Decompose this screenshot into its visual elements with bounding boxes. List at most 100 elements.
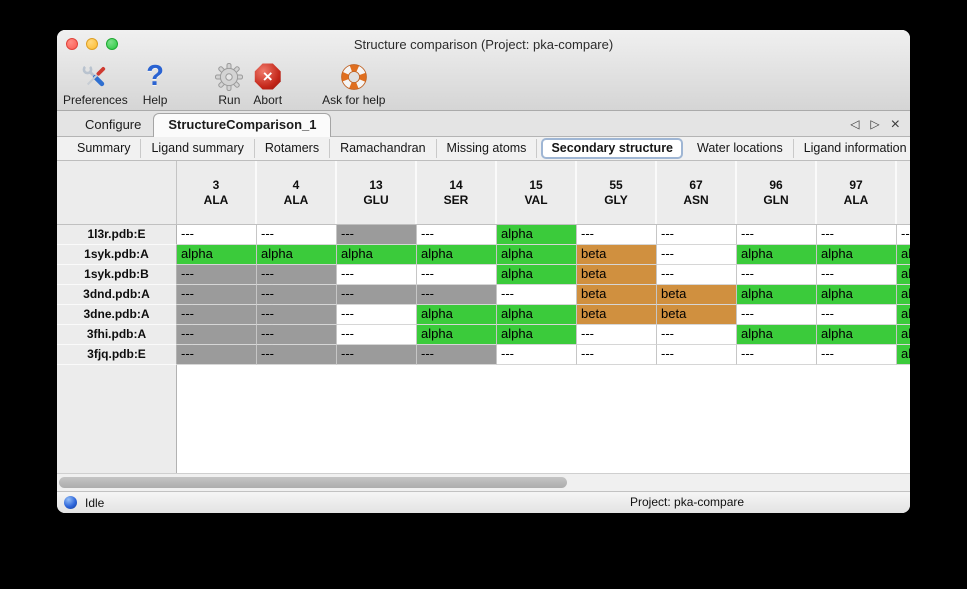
- structure-cell[interactable]: alpha: [497, 305, 577, 325]
- main-tab-structurecomparison-1[interactable]: StructureComparison_1: [153, 113, 332, 137]
- structure-cell[interactable]: alpha: [257, 245, 337, 265]
- structure-cell[interactable]: ---: [817, 345, 897, 365]
- structure-cell[interactable]: alpha: [497, 325, 577, 345]
- row-header[interactable]: 1syk.pdb:A: [57, 245, 177, 265]
- structure-cell[interactable]: ---: [577, 325, 657, 345]
- sub-tab-rotamers[interactable]: Rotamers: [255, 139, 331, 158]
- row-header[interactable]: 1syk.pdb:B: [57, 265, 177, 285]
- structure-cell[interactable]: ---: [337, 345, 417, 365]
- structure-cell[interactable]: ---: [657, 345, 737, 365]
- structure-cell[interactable]: alpha: [897, 245, 910, 265]
- structure-cell[interactable]: alpha: [817, 325, 897, 345]
- column-header[interactable]: 97 ALA: [817, 161, 897, 224]
- main-tab-configure[interactable]: Configure: [85, 117, 142, 132]
- structure-cell[interactable]: ---: [657, 265, 737, 285]
- toolbar-button-help[interactable]: ? Help: [143, 58, 168, 108]
- row-header[interactable]: 3fhi.pdb:A: [57, 325, 177, 345]
- structure-cell[interactable]: alpha: [177, 245, 257, 265]
- structure-cell[interactable]: ---: [337, 305, 417, 325]
- column-header[interactable]: 4 ALA: [257, 161, 337, 224]
- structure-cell[interactable]: ---: [657, 325, 737, 345]
- structure-cell[interactable]: ---: [257, 225, 337, 245]
- column-header[interactable]: 14 SER: [417, 161, 497, 224]
- structure-cell[interactable]: alpha: [817, 245, 897, 265]
- row-header[interactable]: 3fjq.pdb:E: [57, 345, 177, 365]
- structure-cell[interactable]: ---: [737, 265, 817, 285]
- structure-cell[interactable]: alpha: [417, 325, 497, 345]
- toolbar-button-preferences[interactable]: Preferences: [63, 58, 128, 107]
- tab-scroll-right-icon[interactable]: ▷: [870, 117, 880, 131]
- sub-tab-water-locations[interactable]: Water locations: [687, 139, 794, 158]
- column-header[interactable]: 15 VAL: [497, 161, 577, 224]
- sub-tab-ligand-information[interactable]: Ligand information: [794, 139, 910, 158]
- structure-cell[interactable]: alpha: [497, 265, 577, 285]
- scrollbar-thumb[interactable]: [59, 477, 567, 488]
- structure-cell[interactable]: ---: [177, 225, 257, 245]
- structure-cell[interactable]: alpha: [737, 325, 817, 345]
- structure-cell[interactable]: ---: [257, 345, 337, 365]
- structure-cell[interactable]: beta: [657, 285, 737, 305]
- toolbar-button-abort[interactable]: × Abort: [253, 58, 282, 107]
- sub-tab-secondary-structure[interactable]: Secondary structure: [541, 138, 684, 159]
- structure-cell[interactable]: ---: [897, 225, 910, 245]
- sub-tab-summary[interactable]: Summary: [67, 139, 142, 158]
- structure-cell[interactable]: beta: [577, 245, 657, 265]
- structure-cell[interactable]: ---: [577, 345, 657, 365]
- column-header[interactable]: 67 ASN: [657, 161, 737, 224]
- minimize-window-icon[interactable]: [86, 38, 98, 50]
- close-window-icon[interactable]: [66, 38, 78, 50]
- structure-cell[interactable]: ---: [417, 265, 497, 285]
- structure-cell[interactable]: ---: [177, 305, 257, 325]
- structure-cell[interactable]: alpha: [497, 245, 577, 265]
- column-header[interactable]: 3 ALA: [177, 161, 257, 224]
- structure-cell[interactable]: ---: [817, 225, 897, 245]
- horizontal-scrollbar[interactable]: [57, 473, 910, 491]
- structure-cell[interactable]: ---: [657, 245, 737, 265]
- structure-cell[interactable]: ---: [257, 325, 337, 345]
- structure-cell[interactable]: ---: [177, 345, 257, 365]
- structure-cell[interactable]: ---: [337, 225, 417, 245]
- tab-close-icon[interactable]: ×: [890, 115, 900, 133]
- structure-cell[interactable]: ---: [417, 285, 497, 305]
- structure-cell[interactable]: ---: [177, 325, 257, 345]
- row-header[interactable]: 3dnd.pdb:A: [57, 285, 177, 305]
- structure-cell[interactable]: ---: [257, 305, 337, 325]
- zoom-window-icon[interactable]: [106, 38, 118, 50]
- sub-tab-ligand-summary[interactable]: Ligand summary: [141, 139, 255, 158]
- column-header[interactable]: 55 GLY: [577, 161, 657, 224]
- row-header[interactable]: 1l3r.pdb:E: [57, 225, 177, 245]
- structure-cell[interactable]: alpha: [897, 345, 910, 365]
- structure-cell[interactable]: ---: [657, 225, 737, 245]
- structure-cell[interactable]: ---: [817, 305, 897, 325]
- structure-cell[interactable]: ---: [337, 325, 417, 345]
- structure-cell[interactable]: alpha: [897, 305, 910, 325]
- structure-cell[interactable]: alpha: [897, 285, 910, 305]
- structure-cell[interactable]: ---: [737, 345, 817, 365]
- structure-cell[interactable]: beta: [577, 265, 657, 285]
- structure-cell[interactable]: ---: [497, 345, 577, 365]
- toolbar-button-ask-for-help[interactable]: Ask for help: [322, 58, 385, 107]
- structure-cell[interactable]: ---: [257, 265, 337, 285]
- structure-cell[interactable]: ---: [577, 225, 657, 245]
- structure-cell[interactable]: ---: [177, 265, 257, 285]
- row-header[interactable]: 3dne.pdb:A: [57, 305, 177, 325]
- structure-cell[interactable]: ---: [497, 285, 577, 305]
- structure-cell[interactable]: beta: [657, 305, 737, 325]
- column-header[interactable]: 13 GLU: [337, 161, 417, 224]
- sub-tab-missing-atoms[interactable]: Missing atoms: [437, 139, 538, 158]
- toolbar-button-run[interactable]: Run: [214, 58, 244, 107]
- structure-cell[interactable]: ---: [257, 285, 337, 305]
- structure-cell[interactable]: ---: [817, 265, 897, 285]
- tab-scroll-left-icon[interactable]: ◁: [850, 117, 860, 131]
- structure-cell[interactable]: alpha: [417, 245, 497, 265]
- structure-cell[interactable]: ---: [417, 345, 497, 365]
- structure-cell[interactable]: ---: [417, 225, 497, 245]
- structure-cell[interactable]: ---: [737, 305, 817, 325]
- structure-cell[interactable]: beta: [577, 285, 657, 305]
- structure-cell[interactable]: alpha: [817, 285, 897, 305]
- structure-cell[interactable]: alpha: [497, 225, 577, 245]
- structure-cell[interactable]: ---: [337, 285, 417, 305]
- structure-cell[interactable]: alpha: [417, 305, 497, 325]
- structure-cell[interactable]: alpha: [337, 245, 417, 265]
- structure-cell[interactable]: ---: [177, 285, 257, 305]
